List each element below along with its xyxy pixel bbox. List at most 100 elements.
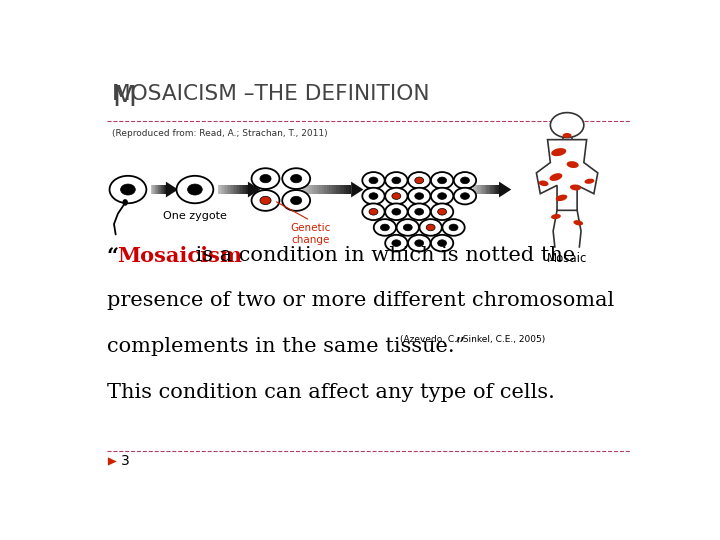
Bar — [302, 185, 305, 194]
Circle shape — [251, 168, 279, 189]
Bar — [154, 185, 155, 194]
Text: 3: 3 — [121, 455, 130, 469]
Circle shape — [109, 176, 146, 203]
Bar — [231, 185, 233, 194]
Circle shape — [420, 219, 442, 236]
Bar — [329, 185, 331, 194]
Bar — [150, 185, 152, 194]
Text: M: M — [112, 84, 136, 112]
Bar — [324, 185, 327, 194]
Bar — [486, 185, 487, 194]
Bar — [161, 185, 162, 194]
Bar — [160, 185, 161, 194]
Text: This condition can affect any type of cells.: This condition can affect any type of ce… — [107, 383, 554, 402]
Bar — [474, 185, 476, 194]
Circle shape — [438, 240, 446, 246]
Bar — [484, 185, 485, 194]
Circle shape — [369, 193, 378, 199]
Bar — [498, 185, 499, 194]
Bar — [239, 185, 240, 194]
Circle shape — [408, 188, 431, 205]
Bar — [487, 185, 489, 194]
Circle shape — [362, 204, 384, 220]
Bar — [162, 185, 163, 194]
Bar — [240, 185, 242, 194]
Bar — [217, 185, 220, 194]
Bar — [230, 185, 231, 194]
Bar — [346, 185, 348, 194]
Bar — [482, 185, 484, 194]
Circle shape — [408, 235, 431, 252]
Bar — [224, 185, 225, 194]
Ellipse shape — [562, 133, 572, 138]
Circle shape — [291, 197, 302, 205]
Circle shape — [438, 193, 446, 199]
Bar — [307, 185, 310, 194]
Circle shape — [415, 193, 423, 199]
Circle shape — [431, 172, 454, 188]
Circle shape — [392, 208, 401, 215]
Bar — [315, 185, 317, 194]
Ellipse shape — [585, 179, 594, 184]
Bar — [310, 185, 312, 194]
Ellipse shape — [549, 173, 562, 181]
Polygon shape — [536, 140, 598, 211]
Bar — [163, 185, 164, 194]
Circle shape — [385, 204, 408, 220]
Text: Mosaicism: Mosaicism — [117, 246, 242, 266]
Circle shape — [282, 168, 310, 189]
Circle shape — [369, 208, 378, 215]
Polygon shape — [499, 181, 511, 198]
Circle shape — [362, 188, 384, 205]
Bar — [319, 185, 322, 194]
Bar — [476, 185, 477, 194]
Ellipse shape — [539, 180, 549, 186]
Bar — [331, 185, 334, 194]
Bar — [480, 185, 481, 194]
Bar — [238, 185, 239, 194]
Circle shape — [380, 224, 390, 231]
Bar — [246, 185, 248, 194]
Polygon shape — [248, 181, 260, 198]
Circle shape — [385, 188, 408, 205]
Circle shape — [385, 235, 408, 252]
Bar — [153, 185, 154, 194]
Bar — [343, 185, 346, 194]
Circle shape — [454, 188, 476, 205]
Text: (Reproduced from: Read, A.; Strachan, T., 2011): (Reproduced from: Read, A.; Strachan, T.… — [112, 129, 328, 138]
Bar — [490, 185, 491, 194]
Bar — [164, 185, 165, 194]
Bar — [334, 185, 336, 194]
Bar — [155, 185, 156, 194]
Circle shape — [187, 184, 202, 195]
Bar — [477, 185, 479, 194]
Bar — [220, 185, 221, 194]
Circle shape — [120, 184, 135, 195]
Bar — [222, 185, 224, 194]
Text: Mosaic: Mosaic — [547, 252, 588, 265]
Circle shape — [369, 177, 378, 184]
Polygon shape — [166, 181, 178, 198]
Ellipse shape — [573, 220, 583, 226]
Bar — [156, 185, 157, 194]
Bar — [336, 185, 339, 194]
Bar — [491, 185, 492, 194]
Text: One zygote: One zygote — [163, 211, 227, 221]
Circle shape — [431, 204, 454, 220]
Bar — [317, 185, 319, 194]
Circle shape — [251, 190, 279, 211]
Text: Genetic
change: Genetic change — [290, 224, 330, 245]
Polygon shape — [108, 457, 117, 465]
Ellipse shape — [122, 199, 128, 206]
Bar — [157, 185, 158, 194]
Circle shape — [362, 172, 384, 188]
Bar — [227, 185, 228, 194]
Bar — [228, 185, 230, 194]
Bar — [481, 185, 482, 194]
Bar — [312, 185, 315, 194]
Circle shape — [282, 190, 310, 211]
Circle shape — [415, 177, 423, 184]
Polygon shape — [351, 181, 364, 198]
Ellipse shape — [556, 194, 567, 201]
Ellipse shape — [552, 148, 566, 156]
